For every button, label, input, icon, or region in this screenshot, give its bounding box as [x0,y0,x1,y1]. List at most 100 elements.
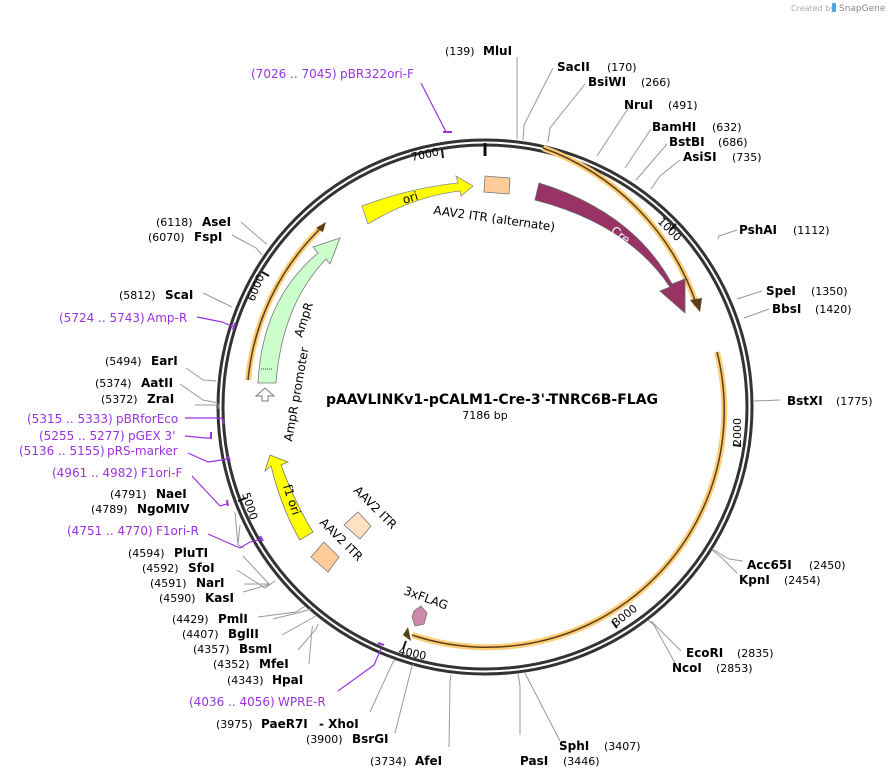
svg-text:pRS-marker: pRS-marker [107,444,178,458]
enzyme-afei[interactable]: (3734) AfeI [370,754,442,768]
svg-text:(3900): (3900) [306,733,343,746]
enzyme-sphi[interactable]: SphI (3407) [559,739,641,753]
svg-text:(266): (266) [641,76,671,89]
svg-text:SphI: SphI [559,739,589,753]
enzyme-acc65i[interactable]: Acc65I (2450) [747,558,846,572]
feature-aav2-itr-2[interactable]: AAV2 ITR [343,483,400,540]
enzyme-asisi[interactable]: AsiSI (735) [683,150,762,164]
svg-text:(3734): (3734) [370,755,407,768]
enzyme-naei[interactable]: (4791) NaeI [110,487,187,501]
feature-ori[interactable]: ori [361,175,474,225]
enzyme-pshai[interactable]: PshAI (1112) [739,223,830,237]
primer-pbrforeco[interactable]: (5315 .. 5333) pBRforEco [27,412,178,426]
enzyme-ecori[interactable]: EcoRI (2835) [686,646,774,660]
svg-text:SpeI: SpeI [766,284,796,298]
enzyme-bbsi[interactable]: BbsI (1420) [772,302,852,316]
svg-text:(5812): (5812) [119,289,156,302]
itr-alternate-label: AAV2 ITR (alternate) [433,203,556,234]
svg-text:WPRE-R: WPRE-R [278,695,326,709]
primer-amp-r[interactable]: (5724 .. 5743) Amp-R [59,311,187,325]
svg-text:(491): (491) [668,99,698,112]
svg-text:(5372): (5372) [101,393,138,406]
svg-text:AatII: AatII [141,376,173,390]
svg-text:(3975): (3975) [216,718,253,731]
enzyme-bsiwi[interactable]: BsiWI (266) [588,75,671,89]
enzyme-bstbi[interactable]: BstBI (686) [669,135,748,149]
svg-text:MfeI: MfeI [259,657,289,671]
svg-text:PasI: PasI [520,754,548,768]
svg-text:(4036 .. 4056): (4036 .. 4056) [189,695,275,709]
enzyme-mfei[interactable]: (4352) MfeI [213,657,289,671]
svg-text:(4343): (4343) [227,674,264,687]
svg-text:(4961 .. 4982): (4961 .. 4982) [52,466,138,480]
tick-6000: 6000 [245,272,268,303]
enzyme-bstxi[interactable]: BstXI (1775) [787,394,873,408]
svg-text:(139): (139) [445,45,475,58]
enzyme-fspi[interactable]: (6070) FspI [148,230,222,244]
svg-text:F1ori-F: F1ori-F [141,466,182,480]
enzyme-nari[interactable]: (4591) NarI [150,576,225,590]
svg-text:(5315 .. 5333): (5315 .. 5333) [27,412,113,426]
svg-text:(6070): (6070) [148,231,185,244]
enzyme-spei[interactable]: SpeI (1350) [766,284,848,298]
enzyme-pluti[interactable]: (4594) PluTI [128,546,208,560]
svg-text:BstBI: BstBI [669,135,705,149]
svg-text:F1ori-R: F1ori-R [156,524,199,538]
enzyme-bsrgi[interactable]: (3900) BsrGI [306,732,389,746]
svg-text:NarI: NarI [196,576,225,590]
enzyme-mlui[interactable]: (139) MluI [445,44,512,58]
svg-text:(2454): (2454) [784,574,821,587]
svg-text:(4429): (4429) [172,613,209,626]
svg-text:AfeI: AfeI [415,754,442,768]
enzyme-pmli[interactable]: (4429) PmlI [172,612,248,626]
svg-text:(3407): (3407) [604,740,641,753]
enzyme-paer7i-xhoi[interactable]: (3975) PaeR7I - XhoI [216,717,359,731]
primer-f1ori-r[interactable]: (4751 .. 4770) F1ori-R [67,524,199,538]
enzyme-bsmi[interactable]: (4357) BsmI [193,642,272,656]
svg-text:BglII: BglII [228,627,259,641]
feature-cre[interactable]: Cre [534,182,686,314]
svg-text:EcoRI: EcoRI [686,646,723,660]
primer-f1ori-f[interactable]: (4961 .. 4982) F1ori-F [52,466,182,480]
enzyme-ngomiv[interactable]: (4789) NgoMIV [91,502,190,516]
enzyme-sacii[interactable]: SacII(266)(170) [557,60,637,74]
enzyme-aatii[interactable]: (5374) AatII [95,376,173,390]
primer-pbr322ori-f[interactable]: (7026 .. 7045) pBR322ori-F [251,67,414,81]
svg-text:(1350): (1350) [811,285,848,298]
enzyme-bglii[interactable]: (4407) BglII [182,627,259,641]
svg-text:(4590): (4590) [159,592,196,605]
svg-text:(4789): (4789) [91,503,128,516]
enzyme-pasi[interactable]: PasI (3446) [520,754,600,768]
svg-text:pBR322ori-F: pBR322ori-F [340,67,414,81]
svg-text:(4791): (4791) [110,488,147,501]
feature-f1-ori[interactable]: f1 ori [264,454,314,541]
svg-text:NruI: NruI [624,98,653,112]
svg-text:(1420): (1420) [815,303,852,316]
svg-text:Acc65I: Acc65I [747,558,792,572]
enzyme-zrai[interactable]: (5372) ZraI [101,392,174,406]
3xflag-label: 3xFLAG [402,584,450,613]
enzyme-hpai[interactable]: (4343) HpaI [227,673,303,687]
enzyme-bamhi[interactable]: BamHI (632) [652,120,742,134]
feature-3xflag[interactable]: 3xFLAG [402,584,450,627]
enzyme-nrui[interactable]: NruI (491) [624,98,698,112]
enzyme-kpni[interactable]: KpnI (2454) [739,573,821,587]
enzyme-scai[interactable]: (5812) ScaI [119,288,193,302]
primer-prs-marker[interactable]: (5136 .. 5155) pRS-marker [19,444,178,458]
enzyme-kasi[interactable]: (4590) KasI [159,591,234,605]
enzyme-sfoi[interactable]: (4592) SfoI [142,561,215,575]
primer-pgex-3[interactable]: (5255 .. 5277) pGEX 3' [39,429,175,443]
cre-orf-arrowhead [690,298,702,312]
enzyme-eari[interactable]: (5494) EarI [105,354,178,368]
svg-text:(1112): (1112) [793,224,830,237]
svg-text:(4591): (4591) [150,577,187,590]
svg-text:PmlI: PmlI [218,612,248,626]
svg-text:BsiWI: BsiWI [588,75,626,89]
svg-text:(6118): (6118) [156,216,193,229]
svg-text:(5494): (5494) [105,355,142,368]
svg-text:PluTI: PluTI [174,546,208,560]
enzyme-asei[interactable]: (6118) AseI [156,215,231,229]
primer-wpre-r[interactable]: (4036 .. 4056) WPRE-R [189,695,326,709]
enzyme-ncoi[interactable]: NcoI (2853) [672,661,753,675]
svg-text:NcoI: NcoI [672,661,702,675]
